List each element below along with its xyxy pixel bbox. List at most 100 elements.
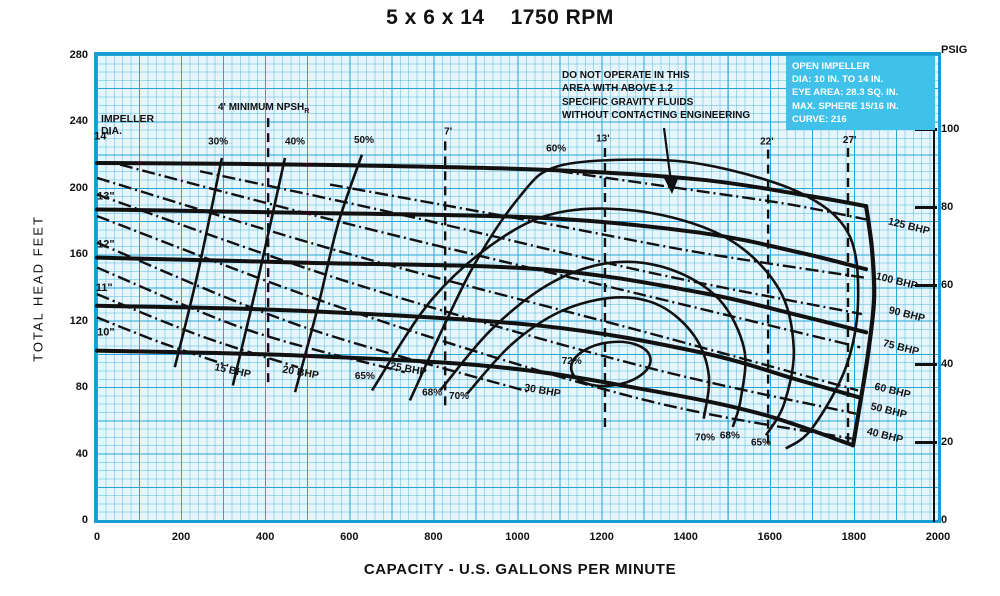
head-tick-80: 80 — [75, 381, 88, 394]
gpm-tick-400: 400 — [256, 531, 275, 543]
bhp-label: 90 BHP — [887, 304, 926, 325]
bhp-label: 75 BHP — [882, 337, 921, 358]
bhp-label: 15 BHP — [213, 361, 251, 380]
pump-size-label: 5 x 6 x 14 — [386, 6, 485, 29]
efficiency-label: 70% — [695, 432, 715, 443]
impeller-dia-label: 10" — [97, 327, 114, 339]
runout-envelope — [850, 204, 877, 448]
npsh-minimum-label: 4' MINIMUM NPSHR — [218, 102, 310, 115]
efficiency-label: 72% — [562, 356, 582, 367]
bhp-line-100-BHP — [329, 183, 865, 279]
gpm-tick-600: 600 — [340, 531, 359, 543]
psig-tick-mark — [915, 206, 937, 210]
warning-arrowhead — [664, 178, 678, 194]
gpm-tick-1200: 1200 — [589, 531, 614, 543]
efficiency-label: 68% — [720, 431, 740, 442]
psig-tick-0: 0 — [941, 514, 948, 526]
npsh-label: 27' — [843, 135, 857, 146]
right-axis-title: PSIG — [941, 44, 968, 56]
efficiency-label: 40% — [285, 137, 305, 148]
efficiency-curve-65% — [370, 207, 796, 436]
efficiency-curve-60% — [408, 158, 860, 450]
npsh-label: 13' — [596, 133, 610, 144]
efficiency-curve-70% — [466, 296, 711, 419]
bhp-line-15-BHP — [96, 316, 229, 367]
bhp-line-50-BHP — [96, 193, 857, 415]
bhp-label: 50 BHP — [869, 401, 908, 422]
head-tick-280: 280 — [69, 49, 88, 61]
gpm-tick-0: 0 — [93, 531, 101, 543]
x-axis-title: CAPACITY - U.S. GALLONS PER MINUTE — [363, 561, 677, 578]
head-tick-240: 240 — [69, 115, 88, 128]
impeller-dia-label: 12" — [97, 239, 114, 251]
psig-tick-80: 80 — [941, 201, 954, 214]
head-tick-40: 40 — [75, 447, 88, 460]
impeller-curve-11 — [95, 303, 861, 400]
warning-note: DO NOT OPERATE IN THIS AREA WITH ABOVE 1… — [562, 69, 762, 123]
psig-tick-60: 60 — [941, 279, 954, 292]
bhp-label: 40 BHP — [866, 425, 905, 446]
info-line: DIA: 10 IN. TO 14 IN. — [792, 74, 884, 86]
efficiency-label: 50% — [354, 135, 374, 146]
bhp-label: 125 BHP — [887, 215, 931, 237]
efficiency-label: 60% — [546, 143, 566, 154]
info-line: EYE AREA: 28.3 SQ. IN. — [792, 87, 899, 99]
gpm-tick-1600: 1600 — [757, 531, 783, 543]
psig-tick-mark — [915, 440, 937, 444]
psig-tick-20: 20 — [941, 435, 954, 448]
warning-line: AREA WITH ABOVE 1.2 — [562, 83, 673, 95]
bhp-line-125-BHP — [559, 170, 867, 221]
psig-tick-mark — [915, 362, 937, 366]
impeller-curve-14 — [95, 160, 869, 209]
impeller-info-box: OPEN IMPELLER DIA: 10 IN. TO 14 IN. EYE … — [786, 56, 935, 130]
head-tick-160: 160 — [69, 248, 88, 261]
impeller-dia-label: 13" — [97, 190, 114, 202]
efficiency-curve-30% — [173, 157, 224, 368]
efficiency-curve-68% — [439, 260, 747, 428]
bhp-line-90-BHP — [199, 170, 863, 316]
head-tick-120: 120 — [69, 314, 88, 327]
gpm-tick-1000: 1000 — [505, 531, 530, 543]
impeller-dia-header: IMPELLER DIA. — [101, 113, 155, 137]
impeller-dia-label: 11" — [96, 282, 113, 294]
info-line: OPEN IMPELLER — [792, 61, 870, 72]
impeller-dia-label: 14" — [94, 131, 111, 143]
npsh-label: 22' — [760, 137, 774, 148]
efficiency-label: 68% — [422, 387, 442, 398]
psig-tick-mark — [915, 284, 937, 288]
gpm-tick-1400: 1400 — [673, 531, 698, 543]
impeller-curve-13 — [95, 207, 869, 272]
warning-line: SPECIFIC GRAVITY FLUIDS — [562, 96, 694, 108]
efficiency-label: 30% — [208, 137, 228, 148]
bhp-line-25-BHP — [96, 266, 406, 374]
info-line: MAX. SPHERE 15/16 IN. — [792, 100, 899, 112]
bhp-line-20-BHP — [96, 293, 299, 369]
psig-tick-40: 40 — [941, 357, 954, 370]
efficiency-label: 65% — [355, 371, 375, 382]
bhp-line-30-BHP — [96, 241, 531, 394]
bhp-label: 100 BHP — [875, 270, 919, 292]
rpm-label: 1750 RPM — [510, 6, 614, 29]
bhp-line-75-BHP — [119, 163, 861, 349]
psig-tick-100: 100 — [941, 123, 960, 135]
impeller-curve-10 — [95, 348, 856, 448]
head-tick-200: 200 — [69, 181, 88, 194]
gpm-tick-2000: 2000 — [925, 531, 951, 543]
bhp-label: 30 BHP — [523, 382, 561, 400]
gpm-tick-200: 200 — [171, 531, 191, 543]
warning-line: DO NOT OPERATE IN THIS — [562, 70, 690, 81]
npsh-label: 7' — [444, 127, 452, 138]
warning-line: WITHOUT CONTACTING ENGINEERING — [562, 110, 751, 122]
efficiency-label: 65% — [751, 437, 771, 448]
impeller-curve-12 — [95, 255, 869, 335]
warning-arrow — [662, 127, 673, 183]
info-line: CURVE: 216 — [792, 113, 847, 125]
efficiency-curve-40% — [231, 157, 287, 386]
gpm-tick-800: 800 — [424, 531, 443, 543]
gpm-tick-1800: 1800 — [841, 531, 867, 543]
efficiency-label: 70% — [449, 391, 469, 402]
head-tick-0: 0 — [81, 514, 88, 526]
bhp-label: 60 BHP — [873, 381, 912, 402]
psig-axis-line — [933, 122, 935, 522]
